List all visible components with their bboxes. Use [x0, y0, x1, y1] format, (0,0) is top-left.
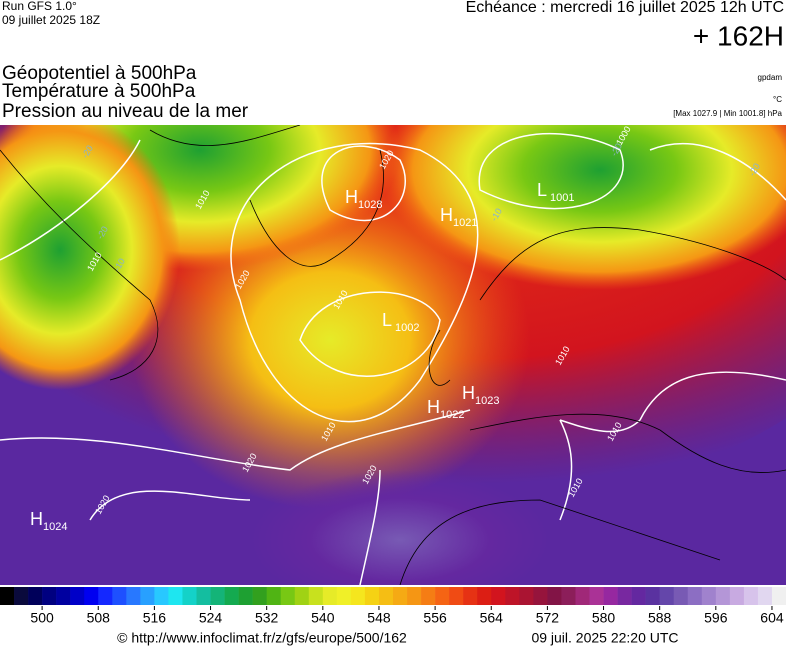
center-value: 1001 [550, 192, 574, 204]
colorbar-tick-label: 516 [143, 610, 167, 626]
colorbar-cell [84, 587, 99, 605]
colorbar-cell [42, 587, 57, 605]
unit: °C [773, 95, 782, 104]
colorbar-cell [631, 587, 646, 605]
center-value: 1002 [395, 322, 419, 334]
colorbar-cell [617, 587, 632, 605]
colorbar-cell [533, 587, 548, 605]
map-title: Géopotentiel à 500hPa [2, 63, 197, 84]
center-type: L [382, 310, 392, 330]
colorbar-cell [561, 587, 576, 605]
colorbar-cell [673, 587, 689, 605]
colorbar-cell [196, 587, 211, 605]
colorbar-cell [407, 587, 422, 605]
colorbar-cell [168, 587, 183, 605]
center-value: 1021 [453, 217, 477, 229]
colorbar-cell [701, 587, 717, 605]
colorbar-cell [308, 587, 324, 605]
center-value: 1023 [475, 395, 499, 407]
colorbar-cell [659, 587, 675, 605]
colorbar-cell [435, 587, 450, 605]
colorbar-tick-label: 556 [423, 610, 447, 626]
lead-time: + 162H [693, 20, 784, 51]
colorbar-cell [56, 587, 71, 605]
center-type: H [30, 509, 43, 529]
colorbar-cell [28, 587, 43, 605]
colorbar-cell [421, 587, 436, 605]
colorbar-cell [757, 587, 773, 605]
center-type: H [440, 205, 453, 225]
colorbar-tick-label: 532 [255, 610, 279, 626]
colorbar-cell [491, 587, 506, 605]
colorbar-cell [210, 587, 225, 605]
colorbar-tick-label: 596 [704, 610, 728, 626]
colorbar-cell [14, 587, 29, 605]
colorbar-cell [322, 587, 338, 605]
colorbar-tick-label: 508 [87, 610, 111, 626]
colorbar-cell [112, 587, 127, 605]
colorbar-cell [477, 587, 492, 605]
colorbar-cell [603, 587, 618, 605]
colorbar-cell [238, 587, 253, 605]
colorbar-cell [294, 587, 310, 605]
colorbar-cell [224, 587, 239, 605]
colorbar-cell [126, 587, 141, 605]
colorbar-cell [140, 587, 155, 605]
colorbar-tick-label: 500 [30, 610, 54, 626]
colorbar-cell [645, 587, 660, 605]
colorbar-cell [350, 587, 366, 605]
colorbar-cell [393, 587, 408, 605]
colorbar-cell [729, 587, 745, 605]
colorbar-tick-label: 588 [648, 610, 672, 626]
center-type: L [537, 180, 547, 200]
colorbar-cell [505, 587, 520, 605]
run: Run GFS 1.0° [2, 0, 77, 13]
colorbar-cell [98, 587, 113, 605]
range: [Max 1027.9 | Min 1001.8] hPa [673, 109, 782, 118]
center-value: 1022 [440, 409, 464, 421]
colorbar-cell [280, 587, 296, 605]
colorbar-cell [463, 587, 478, 605]
colorbar-cell [519, 587, 534, 605]
colorbar-cell [715, 587, 731, 605]
map [0, 125, 786, 585]
map-title: Température à 500hPa [2, 81, 196, 102]
run-date: 09 juillet 2025 18Z [2, 13, 100, 27]
colorbar-tick-label: 540 [311, 610, 335, 626]
colorbar-cell [182, 587, 197, 605]
colorbar-cell [687, 587, 703, 605]
colorbar-cell [70, 587, 85, 605]
colorbar-cell [449, 587, 464, 605]
colorbar-cell [743, 587, 759, 605]
colorbar-cell [336, 587, 352, 605]
unit: gpdam [758, 73, 783, 82]
footer-url: © http://www.infoclimat.fr/z/gfs/europe/… [117, 630, 407, 646]
colorbar-cell [771, 587, 786, 605]
colorbar-cell [589, 587, 604, 605]
center-type: H [462, 383, 475, 403]
colorbar-tick-label: 548 [367, 610, 391, 626]
colorbar-tick-label: 580 [592, 610, 616, 626]
center-value: 1028 [358, 199, 382, 211]
map-title: Pression au niveau de la mer [2, 101, 249, 122]
colorbar-cell [547, 587, 562, 605]
colorbar-cell [364, 587, 380, 605]
colorbar-cell [154, 587, 169, 605]
center-type: H [345, 187, 358, 207]
colorbar-cell [252, 587, 267, 605]
valid-time: Echéance : mercredi 16 juillet 2025 12h … [466, 0, 784, 16]
colorbar-cell [378, 587, 394, 605]
colorbar-tick-label: 572 [536, 610, 560, 626]
colorbar-tick-label: 564 [480, 610, 504, 626]
colorbar-tick-label: 524 [199, 610, 223, 626]
footer-date: 09 juil. 2025 22:20 UTC [531, 630, 678, 646]
colorbar-cell [0, 587, 15, 605]
center-value: 1024 [43, 521, 67, 533]
colorbar-cell [266, 587, 282, 605]
colorbar-tick-label: 604 [760, 610, 784, 626]
colorbar-cell [575, 587, 590, 605]
center-type: H [427, 397, 440, 417]
